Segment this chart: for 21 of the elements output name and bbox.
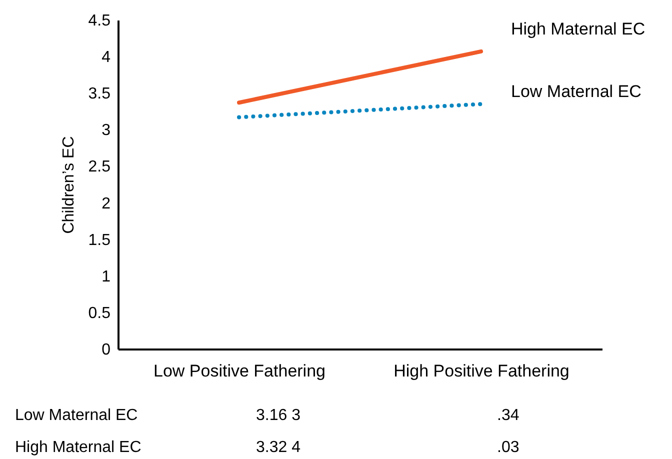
text: Low Maternal EC xyxy=(15,407,138,424)
text: .03 xyxy=(497,439,520,456)
y-tick-label: 3 xyxy=(102,122,111,140)
text: 3.32 4 xyxy=(256,439,301,456)
x-tick-label: High Positive Fathering xyxy=(394,362,570,380)
text: .34 xyxy=(497,407,520,424)
y-tick-label: 3.5 xyxy=(88,86,111,103)
y-tick-label: 1.5 xyxy=(88,232,111,249)
y-tick-label: 4.5 xyxy=(88,12,111,30)
y-tick-label: 4 xyxy=(102,49,111,66)
y-axis-title: Children’s EC xyxy=(60,136,78,234)
y-tick-label: 0 xyxy=(102,342,111,358)
text: 3.16 3 xyxy=(256,407,301,424)
y-tick-label: 1 xyxy=(102,268,111,286)
y-tick-label: 0.5 xyxy=(88,304,111,322)
text: High Maternal EC xyxy=(15,439,142,456)
y-tick-label: 2 xyxy=(102,195,111,212)
series-label: High Maternal EC xyxy=(511,19,646,38)
y-tick-label: 2.5 xyxy=(88,158,111,176)
series-label: Low Maternal EC xyxy=(511,82,642,102)
x-tick-label: Low Positive Fathering xyxy=(154,362,326,380)
